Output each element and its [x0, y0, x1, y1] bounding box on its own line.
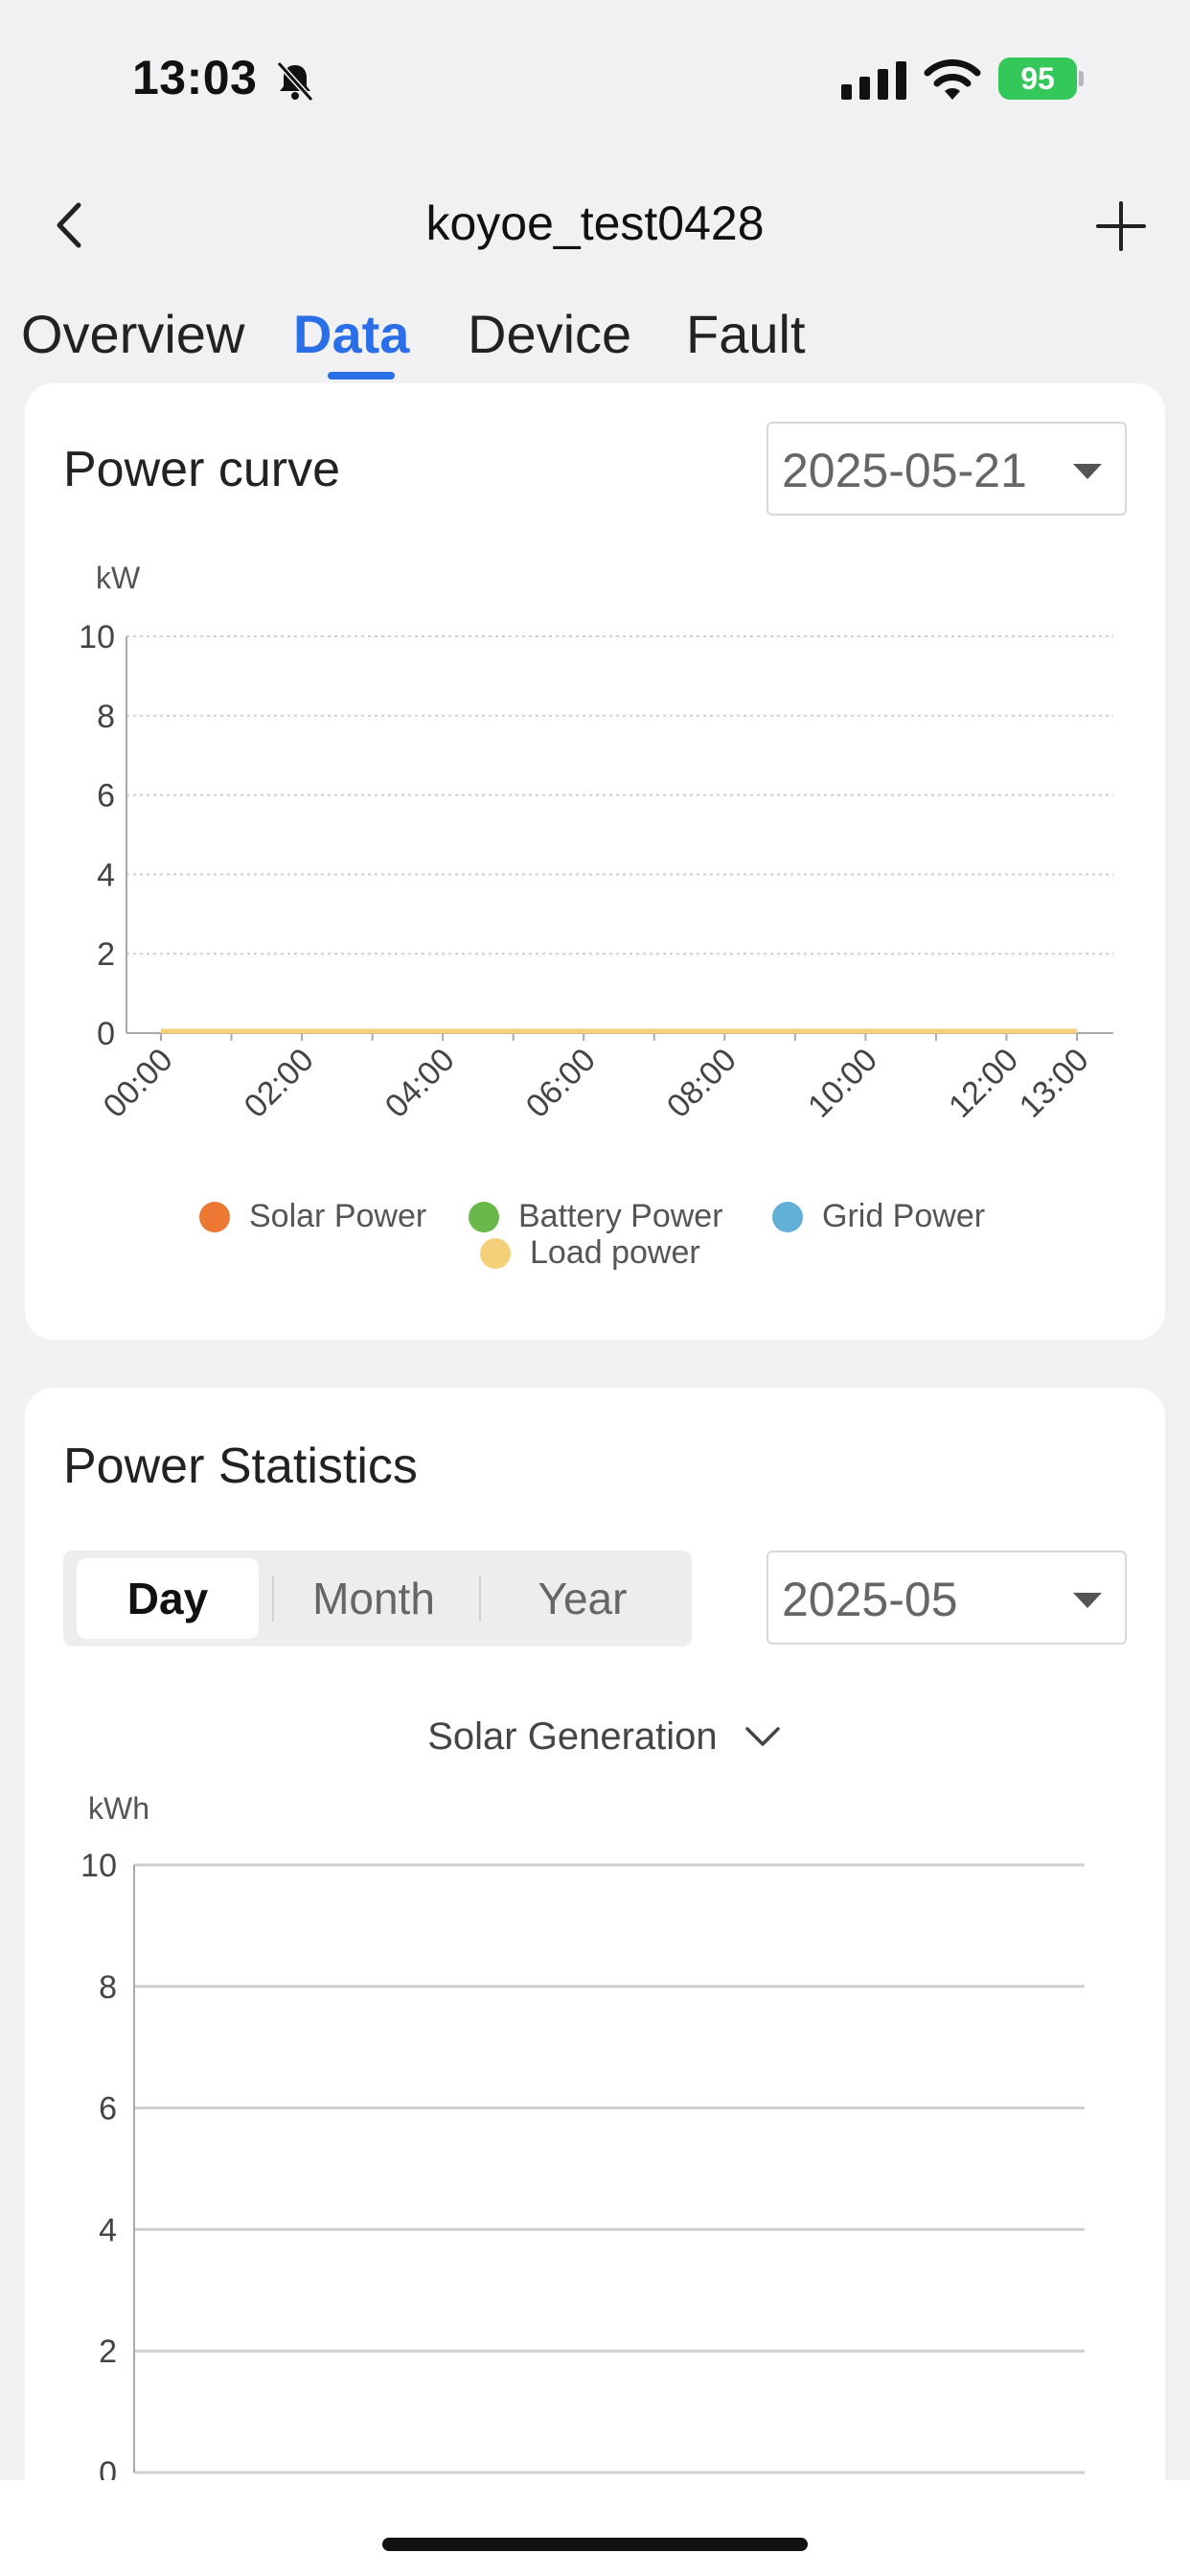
power-statistics-title: Power Statistics: [63, 1438, 418, 1494]
y-axis-unit-label: kWh: [88, 1791, 149, 1826]
active-tab-indicator: [328, 372, 395, 380]
period-tab-month[interactable]: Month: [312, 1574, 435, 1623]
statistics-date-value: 2025-05: [782, 1573, 958, 1626]
legend-dot: [199, 1202, 230, 1232]
battery-tip: [1079, 71, 1084, 86]
chart-legend: Solar Power Battery Power Grid Power Loa…: [25, 1198, 1165, 1294]
tab-fault[interactable]: Fault: [686, 304, 806, 364]
y-tick-label: 4: [97, 857, 115, 893]
metric-selector-label: Solar Generation: [427, 1714, 718, 1758]
y-tick-label: 2: [97, 936, 115, 973]
status-bar: 13:03 95: [0, 0, 1190, 153]
status-time: 13:03: [132, 51, 258, 104]
legend-label: Solar Power: [249, 1198, 427, 1234]
y-tick-label: 10: [80, 1848, 117, 1884]
tab-bar: Overview Data Device Fault: [0, 288, 1190, 383]
legend-label: Grid Power: [822, 1198, 986, 1234]
cellular-signal-icon: [841, 61, 906, 100]
x-tick-label: 06:00: [519, 1042, 603, 1125]
segment-divider: [479, 1576, 481, 1622]
period-tab-year[interactable]: Year: [538, 1574, 628, 1623]
legend-dot: [772, 1202, 803, 1232]
y-tick-label: 6: [97, 778, 115, 815]
power-curve-chart: kW 10 8 6 4 2 0 00:00 02:00 04:00 06:00 08:00 10:0…: [79, 561, 1113, 1125]
y-tick-label: 0: [97, 1016, 115, 1052]
legend-label: Load power: [530, 1234, 700, 1271]
period-tab-day[interactable]: Day: [77, 1558, 259, 1639]
statistics-date-select[interactable]: 2025-05: [767, 1551, 1127, 1644]
chart-gridlines: [133, 1863, 1085, 2474]
page-title: koyoe_test0428: [425, 196, 765, 250]
x-tick-label: 13:00: [1013, 1042, 1096, 1125]
dropdown-arrow-icon: [1073, 1593, 1102, 1608]
add-icon[interactable]: [1094, 199, 1148, 253]
chevron-down-icon: [745, 1727, 780, 1747]
wifi-icon: [924, 58, 981, 100]
x-tick-label: 08:00: [660, 1042, 744, 1125]
battery-indicator: 95: [998, 58, 1085, 100]
y-tick-label: 8: [97, 699, 115, 735]
bottom-safe-area: [0, 2480, 1190, 2576]
tab-device[interactable]: Device: [468, 304, 632, 364]
segment-divider: [272, 1576, 274, 1622]
home-indicator: [382, 2538, 808, 2551]
back-chevron-icon[interactable]: [46, 192, 103, 259]
y-tick-label: 8: [99, 1969, 117, 2006]
y-axis-unit-label: kW: [96, 561, 141, 595]
tab-data[interactable]: Data: [293, 304, 410, 364]
battery-level: 95: [998, 58, 1077, 100]
y-tick-label: 10: [79, 619, 115, 656]
period-segmented-control: Day Month Year: [63, 1551, 692, 1646]
x-tick-label: 12:00: [942, 1042, 1025, 1125]
legend-label: Battery Power: [518, 1198, 723, 1234]
metric-selector[interactable]: Solar Generation: [25, 1714, 1184, 1759]
x-tick-label: 04:00: [378, 1042, 462, 1125]
x-tick-label: 10:00: [801, 1042, 884, 1125]
chart-gridlines: [126, 635, 1113, 1041]
power-statistics-card: Power Statistics Day Month Year 2025-05 …: [25, 1388, 1165, 2576]
power-curve-date-value: 2025-05-21: [782, 444, 1027, 497]
navigation-bar: koyoe_test0428: [0, 163, 1190, 288]
y-tick-label: 6: [99, 2091, 117, 2128]
y-tick-label: 4: [99, 2212, 117, 2248]
legend-dot: [480, 1238, 511, 1269]
power-curve-title: Power curve: [63, 442, 340, 497]
power-curve-card: Power curve 2025-05-21 kW 10 8 6 4 2 0 00:00 0…: [25, 383, 1165, 1340]
legend-dot: [469, 1202, 499, 1232]
x-tick-label: 02:00: [238, 1042, 321, 1125]
tab-overview[interactable]: Overview: [21, 304, 245, 364]
bell-slash-icon: [276, 60, 314, 103]
x-tick-label: 00:00: [97, 1042, 180, 1125]
power-curve-date-select[interactable]: 2025-05-21: [767, 422, 1127, 516]
y-tick-label: 2: [99, 2334, 117, 2370]
dropdown-arrow-icon: [1073, 464, 1102, 479]
y-axis-tick-labels: 10 8 6 4 2 0: [79, 619, 115, 1052]
